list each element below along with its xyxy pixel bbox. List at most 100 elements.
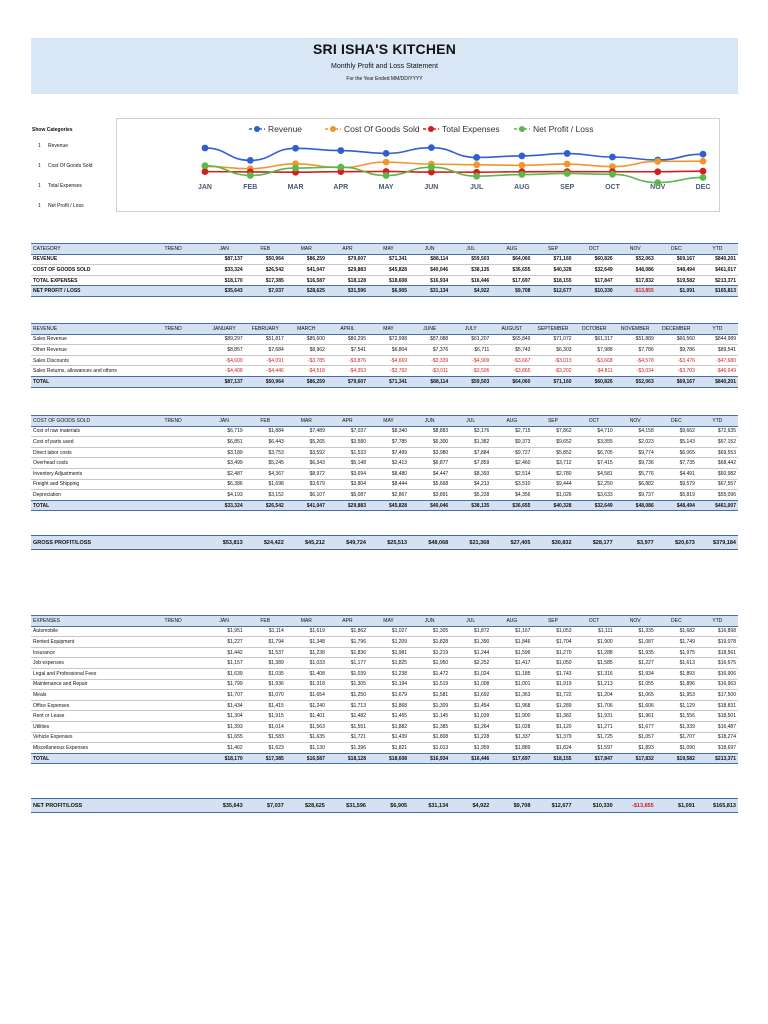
value-cell: $1,951 (203, 625, 245, 637)
x-tick-label: DEC (696, 184, 711, 191)
category-toggle-expenses[interactable]: 1 Total Expenses (38, 183, 82, 189)
total-label: TOTAL (31, 375, 143, 388)
row-label: NET PROFIT/LOSS (31, 798, 143, 813)
column-header: SEP (532, 243, 574, 255)
data-point (654, 157, 662, 165)
column-header: SEP (532, 615, 574, 627)
value-cell: $20,673 (655, 535, 697, 550)
value-cell: $1,335 (614, 625, 656, 637)
table-row: TOTAL EXPENSES $18,170 $17,385 $16,587 $18,1… (31, 274, 738, 286)
value-cell: $379,184 (696, 535, 738, 550)
total-row: TOTAL $87,137 $50,964 $86,259 $79,607 $71,341… (31, 375, 738, 388)
value-cell: $6,711 (450, 344, 492, 356)
total-value: -$13,855 (614, 285, 656, 297)
value-cell: $1,950 (409, 657, 451, 669)
x-tick-label: AUG (514, 184, 530, 191)
value-cell: $1,065 (614, 689, 656, 701)
expenses-table: EXPENSES TREND JAN FEB MAR APR MAY JUN JUL AUG SEP… (31, 615, 738, 765)
total-value: $17,697 (491, 752, 533, 765)
total-value: $45,828 (367, 499, 410, 512)
value-cell: $3,499 (203, 457, 245, 469)
column-header: SEPTEMBER (532, 323, 574, 335)
trend-cell (142, 274, 204, 286)
value-cell: $60,982 (696, 467, 738, 480)
value-cell: $1,931 (573, 710, 615, 722)
value-cell (142, 535, 204, 550)
total-value: $18,608 (367, 752, 410, 765)
value-cell: $1,033 (285, 657, 327, 669)
value-cell: $1,519 (409, 678, 451, 690)
category-toggle-revenue[interactable]: 1 Revenue (38, 143, 69, 149)
value-cell: $1,091 (655, 798, 697, 813)
table-row: Overhead costs $3,499 $5,245 $6,343 $5,148 $2… (31, 457, 738, 469)
x-tick-label: MAY (379, 184, 394, 191)
value-cell: $213,371 (696, 274, 738, 286)
data-point (427, 144, 435, 152)
value-cell: $69,553 (696, 446, 738, 458)
value-cell: $79,607 (326, 253, 368, 265)
value-cell: $3,152 (244, 489, 286, 501)
value-cell: $1,707 (655, 731, 697, 743)
value-cell: $30,832 (532, 535, 574, 550)
row-label: Sales Discounts (31, 354, 143, 366)
value-cell: $16,906 (696, 667, 738, 680)
data-point (518, 171, 526, 178)
value-cell: $1,722 (532, 689, 574, 701)
value-cell: $4,710 (573, 425, 615, 437)
trend-cell (142, 436, 204, 448)
data-point (609, 153, 616, 161)
legend-marker (519, 126, 525, 132)
value-cell: -$3,339 (409, 354, 451, 366)
row-label: Maintenance and Repair (31, 678, 143, 690)
legend-marker (428, 126, 434, 132)
total-value: $71,341 (367, 375, 410, 388)
value-cell: $1,053 (532, 625, 574, 637)
value-cell: $1,882 (367, 720, 410, 733)
value-cell: $7,884 (450, 446, 492, 458)
value-cell: $1,799 (203, 678, 245, 690)
value-cell: $1,090 (655, 742, 697, 754)
value-cell: $1,390 (450, 636, 492, 648)
total-value: $52,063 (614, 375, 656, 388)
value-cell: $1,482 (326, 710, 368, 722)
total-value: $16,934 (409, 752, 451, 765)
value-cell: $68,442 (696, 457, 738, 469)
value-cell: $1,434 (203, 699, 245, 711)
value-cell: $49,724 (326, 535, 368, 550)
value-cell: -$3,011 (409, 365, 451, 377)
table-row: Inventory Adjustments $2,487 $4,367 $8,972 $… (31, 467, 738, 480)
value-cell: $10,330 (573, 798, 615, 813)
total-value (142, 752, 204, 765)
column-header: TREND (142, 615, 204, 627)
value-cell: $3,891 (409, 489, 451, 501)
value-cell: $17,697 (491, 274, 533, 286)
total-value (142, 499, 204, 512)
value-cell: $7,735 (655, 457, 697, 469)
value-cell: $69,167 (655, 253, 697, 265)
category-toggle-cogs[interactable]: 1 Cost Of Goods Sold (38, 163, 93, 169)
table-row: Insurance $1,442 $1,537 $1,238 $1,836 $1,981 $… (31, 646, 738, 658)
value-cell: $1,348 (285, 636, 327, 648)
category-toggle-net[interactable]: 1 Net Profit / Loss (38, 203, 84, 209)
column-header: MAY (367, 243, 410, 255)
value-cell: $1,318 (285, 678, 327, 690)
trend-cell (142, 467, 204, 480)
total-label: TOTAL (31, 752, 143, 765)
value-cell: $12,677 (532, 798, 574, 813)
value-cell: $2,487 (203, 467, 245, 480)
monthly-line-chart: Revenue Cost Of Goods Sold Total Expenses N… (116, 118, 720, 212)
value-cell: $1,264 (450, 720, 492, 733)
value-cell: $64,060 (491, 253, 533, 265)
value-cell: $2,413 (367, 457, 410, 469)
value-cell: $1,027 (367, 625, 410, 637)
table-row: Utilities $1,393 $1,014 $1,563 $1,551 $1,882 $… (31, 720, 738, 733)
data-point (518, 152, 526, 160)
total-value: $32,649 (573, 499, 615, 512)
total-value: $33,324 (203, 499, 245, 512)
value-cell: $1,462 (203, 742, 245, 754)
value-cell: $5,228 (450, 489, 492, 501)
column-header: OCTOBER (573, 323, 615, 335)
x-tick-label: FEB (243, 184, 257, 191)
total-value: $6,905 (367, 285, 410, 297)
value-cell: $16,934 (409, 274, 451, 286)
